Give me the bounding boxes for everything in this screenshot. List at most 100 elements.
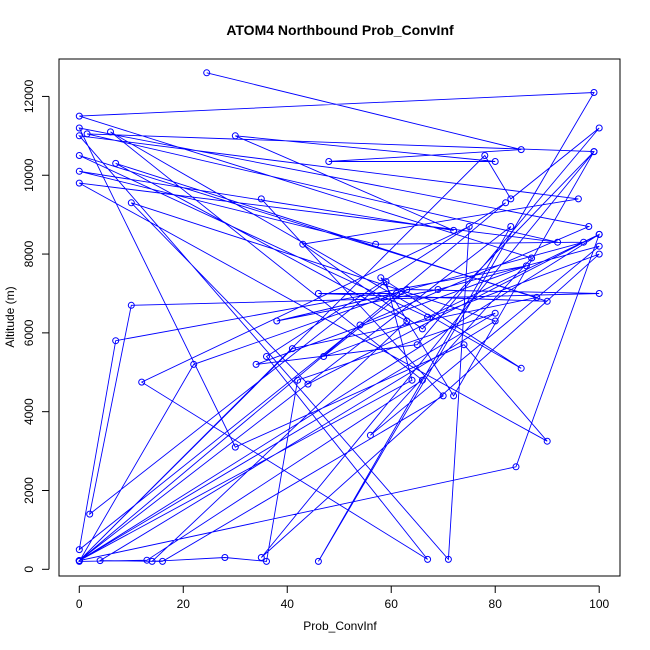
- data-point: [590, 89, 598, 96]
- data-point: [413, 341, 421, 349]
- data-point: [543, 297, 551, 305]
- data-point: [231, 443, 239, 451]
- x-tick-label: 40: [281, 597, 295, 611]
- data-point: [444, 555, 452, 563]
- data-point: [75, 132, 83, 140]
- data-point: [75, 167, 83, 175]
- data-point: [424, 555, 432, 563]
- data-point: [491, 158, 499, 165]
- data-point: [403, 286, 411, 293]
- data-point: [382, 278, 390, 286]
- data-point: [107, 128, 114, 136]
- data-point: [325, 158, 333, 165]
- data-point: [159, 557, 166, 565]
- data-point: [507, 195, 515, 203]
- data-point: [356, 321, 364, 329]
- data-point: [203, 69, 211, 77]
- data-point: [314, 290, 322, 297]
- data-point: [231, 132, 239, 140]
- data-point: [377, 274, 385, 282]
- data-point: [75, 179, 83, 187]
- data-point: [543, 437, 551, 445]
- data-point: [439, 392, 447, 400]
- data-point: [75, 557, 83, 565]
- data-point: [595, 290, 603, 297]
- data-point: [75, 112, 83, 120]
- data-point: [392, 290, 400, 297]
- data-point: [127, 199, 135, 207]
- data-point: [320, 353, 328, 360]
- data-point: [143, 556, 151, 564]
- data-point: [481, 152, 489, 159]
- y-tick-label: 8000: [22, 240, 36, 267]
- data-point: [512, 463, 520, 471]
- series-points: [75, 69, 603, 565]
- data-point: [257, 195, 265, 203]
- data-point: [554, 238, 562, 246]
- data-point: [590, 148, 598, 156]
- y-tick-label: 10000: [22, 158, 36, 192]
- data-point: [491, 309, 499, 317]
- data-point: [138, 378, 146, 386]
- data-point: [75, 124, 83, 132]
- plot-frame: [58, 58, 621, 577]
- data-point: [585, 223, 593, 230]
- y-tick-label: 6000: [22, 319, 36, 346]
- x-tick-label: 100: [589, 597, 609, 611]
- x-tick-label: 20: [177, 597, 191, 611]
- data-point: [491, 317, 499, 325]
- data-point: [574, 195, 582, 203]
- data-point: [595, 124, 603, 132]
- data-point: [418, 325, 426, 333]
- data-point: [83, 130, 91, 138]
- data-point: [304, 380, 312, 388]
- x-tick-label: 80: [489, 597, 503, 611]
- data-point: [450, 392, 458, 400]
- data-point: [507, 223, 515, 230]
- series-line: [77, 72, 600, 562]
- data-point: [96, 557, 104, 565]
- x-axis-label: Prob_ConvInf: [303, 619, 377, 633]
- data-point: [595, 242, 603, 250]
- data-point: [580, 238, 588, 246]
- data-point: [517, 146, 525, 154]
- data-point: [257, 554, 265, 561]
- data-point: [528, 254, 536, 262]
- data-point: [127, 301, 135, 309]
- y-tick-label: 12000: [22, 79, 36, 113]
- chart-title: ATOM4 Northbound Prob_ConvInf: [226, 22, 454, 38]
- data-point: [75, 152, 83, 159]
- data-point: [460, 341, 468, 349]
- data-point: [372, 240, 380, 248]
- data-point: [434, 286, 442, 293]
- data-point: [502, 199, 510, 207]
- series-lines: [77, 72, 600, 562]
- data-point: [465, 223, 473, 230]
- data-point: [595, 230, 603, 238]
- data-point: [408, 376, 416, 384]
- data-point: [517, 364, 525, 372]
- data-point: [75, 546, 83, 554]
- y-tick-label: 0: [22, 566, 36, 573]
- data-point: [86, 510, 94, 518]
- data-point: [522, 262, 530, 270]
- x-tick-label: 60: [385, 597, 399, 611]
- data-point: [403, 317, 411, 325]
- data-point: [366, 431, 374, 439]
- y-tick-label: 2000: [22, 477, 36, 504]
- data-point: [112, 159, 120, 167]
- data-point: [148, 557, 156, 565]
- y-axis: 0 2000 4000 6000 8000 10000 12000: [22, 79, 50, 573]
- data-point: [595, 250, 603, 258]
- data-point: [294, 376, 302, 384]
- data-point: [112, 337, 120, 345]
- data-point: [533, 293, 541, 301]
- data-point: [273, 317, 281, 325]
- data-point: [299, 240, 307, 248]
- data-point: [190, 360, 198, 368]
- data-point: [314, 557, 322, 565]
- x-tick-label: 0: [76, 597, 83, 611]
- y-tick-label: 4000: [22, 398, 36, 425]
- data-point: [424, 313, 432, 321]
